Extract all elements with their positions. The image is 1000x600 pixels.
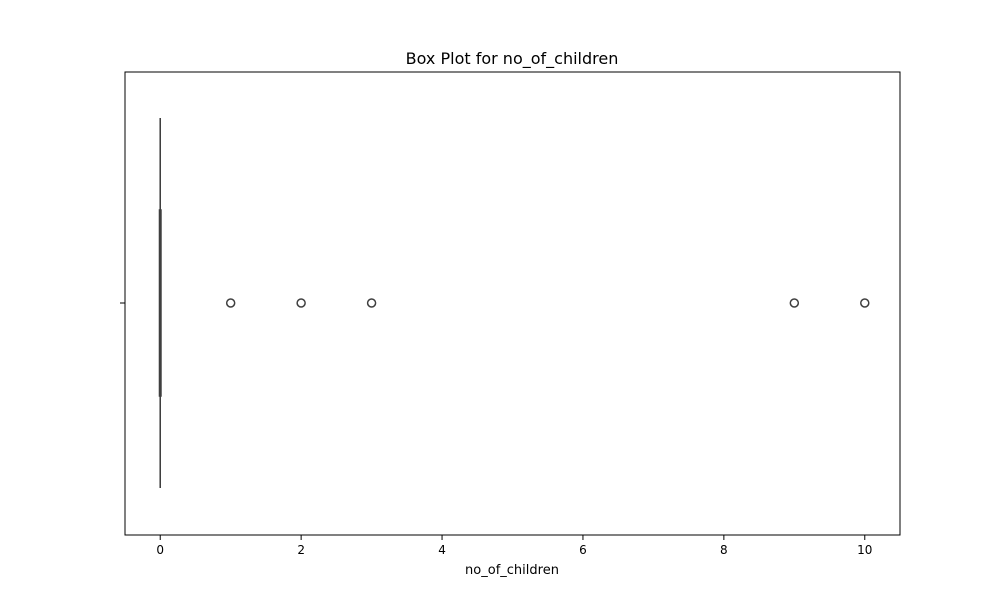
x-tick-label: 0 — [156, 543, 164, 557]
outlier-point — [225, 298, 236, 308]
x-tick-label: 2 — [297, 543, 305, 557]
x-tick-label: 4 — [438, 543, 446, 557]
x-axis-ticks: 0 2 4 6 8 10 — [120, 302, 872, 557]
outlier-point — [296, 298, 306, 308]
chart-title: Box Plot for no_of_children — [406, 49, 619, 69]
outlier-point — [789, 298, 800, 308]
x-tick-label: 10 — [857, 543, 872, 557]
outlier-point — [366, 298, 377, 308]
outlier-point — [860, 298, 870, 308]
x-axis-label: no_of_children — [465, 563, 559, 578]
plot-area — [158, 118, 870, 488]
axes-frame — [124, 71, 901, 536]
x-tick-label: 6 — [579, 543, 587, 557]
x-tick-label: 8 — [720, 543, 728, 557]
